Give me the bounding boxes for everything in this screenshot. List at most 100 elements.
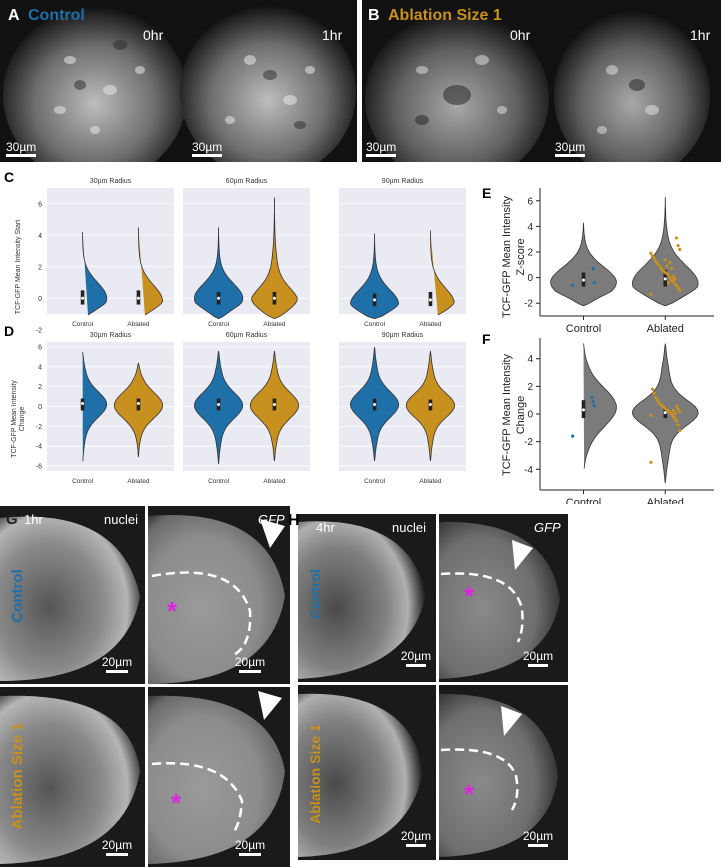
panel-b-micrograph bbox=[362, 0, 721, 162]
panel-e-ablated-point bbox=[665, 264, 669, 268]
panel-a-scalebar-label-1: 30µm bbox=[192, 140, 222, 154]
panel-g-label: G bbox=[6, 511, 18, 528]
panel-d-facet-1-xtick: Ablated bbox=[263, 478, 285, 485]
panel-e-control-violin bbox=[550, 222, 617, 307]
panel-d-facet-0-ablated-median bbox=[136, 402, 140, 406]
panel-f-ablated-point bbox=[650, 387, 655, 391]
panel-e-ablated-point bbox=[658, 265, 663, 269]
panel-d-label: D bbox=[4, 323, 14, 339]
panel-e-ablated-point bbox=[650, 254, 655, 258]
h-scalebar-label-2: 20µm bbox=[401, 829, 431, 843]
panel-c-facet-1-xtick: Control bbox=[208, 321, 230, 328]
panel-f-ylabel-2: Change bbox=[515, 396, 527, 435]
panel-c-facet-0-control-violin bbox=[82, 232, 108, 316]
h-ablated-boundary-line bbox=[440, 748, 519, 811]
panel-b-time-0: 0hr bbox=[510, 27, 531, 43]
panel-f-ablated-point bbox=[673, 411, 677, 415]
charts-area: C D E F TCF-GFP Mean Intensity Start TCF… bbox=[4, 169, 714, 504]
panel-f-ablated-point bbox=[674, 404, 679, 408]
panel-c-facet-0-title: 30µm Radius bbox=[90, 178, 132, 185]
panel-d-facet-2-control-median bbox=[373, 403, 377, 407]
g-control-boundary-line bbox=[151, 571, 252, 658]
panel-b-scalebar-label-0: 30µm bbox=[366, 140, 396, 154]
panel-f-control-point bbox=[591, 399, 595, 404]
panel-b-time-1: 1hr bbox=[690, 27, 711, 43]
h-row-control: Control bbox=[307, 569, 323, 619]
panel-d-ytick: -2 bbox=[36, 424, 42, 431]
panel-e-ablated-point bbox=[652, 256, 656, 260]
panel-f-ablated-point bbox=[671, 415, 675, 419]
panel-e-ylabel-2: Z-score bbox=[515, 238, 527, 275]
panel-b-image bbox=[362, 0, 721, 162]
panel-f-control-point bbox=[571, 434, 575, 438]
panel-f-ablated-point bbox=[655, 398, 659, 402]
h-scalebar-0 bbox=[406, 664, 426, 667]
panel-d-facet-0-xtick: Control bbox=[72, 478, 94, 485]
panel-f-xtick: Ablated bbox=[647, 497, 684, 504]
panel-f-ablated-point bbox=[678, 428, 682, 433]
panel-c-ylabel: TCF-GFP Mean Intensity Start bbox=[15, 220, 22, 314]
panel-a-scalebar-label-0: 30µm bbox=[6, 140, 36, 154]
panel-f-control-median bbox=[582, 408, 585, 412]
h-channel-gfp: GFP bbox=[534, 520, 561, 535]
panel-e-control-point bbox=[591, 267, 595, 271]
panel-f-label: F bbox=[482, 331, 491, 347]
g-channel-nuclei: nuclei bbox=[104, 512, 138, 527]
panel-d-ytick: 6 bbox=[38, 344, 42, 351]
panel-b-scalebar-0 bbox=[366, 154, 396, 157]
panel-e-ablated-point bbox=[670, 278, 674, 282]
h-scalebar-3 bbox=[528, 844, 548, 847]
panel-c-facet-1-control-violin bbox=[193, 227, 244, 320]
panel-e-ablated-point bbox=[670, 267, 674, 271]
panel-d-facet-1-xtick: Control bbox=[208, 478, 230, 485]
panel-c-facet-1-xtick: Ablated bbox=[263, 321, 285, 328]
g-ablated-boundary-line bbox=[151, 762, 244, 835]
h-scalebar-1 bbox=[528, 664, 548, 667]
panel-c-ytick: 2 bbox=[38, 264, 42, 271]
panel-b-label: B bbox=[368, 7, 380, 24]
panel-c-facet-2-title: 90µm Radius bbox=[382, 178, 424, 185]
panel-a-scalebar-1 bbox=[192, 154, 222, 157]
panel-e-ablated-point bbox=[655, 261, 659, 266]
panel-f-ytick: -2 bbox=[524, 437, 533, 448]
panel-d-ytick: 4 bbox=[38, 364, 42, 371]
panel-e-xtick: Control bbox=[566, 323, 601, 335]
g-control-asterisk: * bbox=[167, 596, 178, 626]
panel-e-ablated-median bbox=[663, 277, 667, 281]
panel-c-facet-2-xtick: Ablated bbox=[419, 321, 441, 328]
panel-c-facet-0-ablated-violin bbox=[138, 227, 164, 316]
g-scalebar-2 bbox=[106, 853, 128, 856]
panel-d-facet-1-ablated-median bbox=[272, 403, 276, 407]
panel-c-facet-2-control-violin bbox=[350, 233, 400, 320]
g-ablated-asterisk: * bbox=[171, 788, 182, 818]
panel-e-ytick: 6 bbox=[527, 196, 533, 207]
panel-e-ablated-point bbox=[649, 251, 653, 255]
panel-d-ytick: 0 bbox=[38, 404, 42, 411]
panel-a-image bbox=[0, 0, 357, 162]
panel-f-control-point bbox=[592, 404, 596, 408]
panel-c-facet-1-ablated-violin bbox=[251, 197, 298, 320]
panel-c-ytick: 4 bbox=[38, 233, 42, 240]
h-control-asterisk: * bbox=[464, 581, 475, 611]
panel-b-scalebar-label-1: 30µm bbox=[555, 140, 585, 154]
panel-e-ylabel-1: TCF-GFP Mean Intensity bbox=[501, 195, 513, 318]
panel-e-ablated-point bbox=[660, 268, 664, 272]
panel-c-facet-0-xtick: Control bbox=[72, 321, 94, 328]
g-scalebar-3 bbox=[239, 853, 261, 856]
panel-e-ytick: 0 bbox=[527, 273, 533, 284]
panel-d-facet-2-xtick: Ablated bbox=[419, 478, 441, 485]
panel-e-ablated-point bbox=[673, 277, 677, 281]
panel-f-ablated-point bbox=[678, 410, 682, 414]
panel-d-ylabel-2: Change bbox=[19, 407, 26, 432]
panel-f-control-point bbox=[590, 395, 594, 400]
panel-f-ablated-median bbox=[663, 411, 667, 415]
panel-c-facet-2-ablated-violin bbox=[430, 230, 455, 316]
panel-e-ablated-point bbox=[678, 288, 682, 292]
panel-g-time: 1hr bbox=[24, 512, 43, 527]
panel-e-ytick: -2 bbox=[524, 299, 533, 310]
panel-g: * * G 1hr nuclei GFP Control Ablation Si… bbox=[0, 506, 290, 867]
panel-e-ablated-point bbox=[649, 292, 653, 296]
panel-c-facet-0-control-median bbox=[81, 296, 85, 300]
panel-d-facet-0-control-violin bbox=[82, 351, 108, 462]
panel-e-ytick: 4 bbox=[527, 222, 533, 233]
